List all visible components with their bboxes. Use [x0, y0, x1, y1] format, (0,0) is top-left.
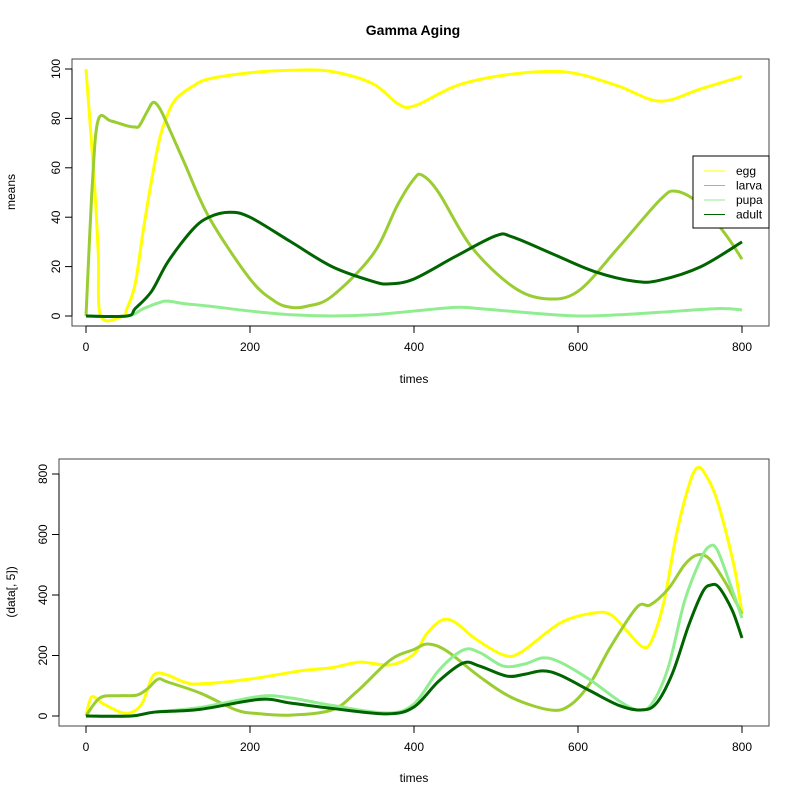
y-tick-label: 20: [49, 260, 63, 274]
chart-title: Gamma Aging: [366, 22, 460, 38]
y-tick-label: 0: [49, 312, 63, 319]
top-plot: 0 200 400 600 800 0 20 40 60 80 100: [49, 58, 770, 354]
x-tick-label: 600: [568, 740, 588, 754]
bottom-plot: 0 200 400 600 800 0 200 400 600 800: [36, 458, 770, 754]
x-tick-label: 200: [240, 740, 260, 754]
y-tick-label: 100: [49, 59, 63, 79]
y-tick-label: 200: [36, 645, 50, 665]
series-line-larva: [84, 100, 744, 317]
y-tick-label: 800: [36, 464, 50, 484]
x-tick-label: 600: [568, 340, 588, 354]
y-tick-label: 60: [49, 161, 63, 175]
x-tick-label: 0: [83, 340, 90, 354]
y-axis-label-top: means: [4, 174, 18, 210]
x-axis-label-top: times: [400, 372, 429, 386]
series-line-adult: [85, 210, 743, 319]
legend-label-larva: larva: [736, 179, 762, 193]
y-tick-label: 80: [49, 111, 63, 125]
x-tick-label: 200: [240, 340, 260, 354]
x-tick-label: 800: [732, 740, 752, 754]
y-axis-label-bottom: (data[, 5]): [4, 566, 18, 617]
y-tick-label: 0: [36, 712, 50, 719]
legend-label-pupa: pupa: [736, 193, 763, 207]
legend-label-adult: adult: [736, 208, 763, 222]
x-tick-label: 0: [83, 740, 90, 754]
x-tick-label: 400: [404, 740, 424, 754]
legend-box: [692, 155, 770, 229]
series-line-egg: [84, 465, 744, 717]
x-axis-label-bottom: times: [400, 771, 429, 785]
x-tick-label: 400: [404, 340, 424, 354]
y-tick-label: 40: [49, 210, 63, 224]
y-tick-label: 400: [36, 585, 50, 605]
y-tick-label: 600: [36, 524, 50, 544]
series-line-pupa: [85, 299, 743, 319]
series-line-adult: [85, 582, 744, 718]
series-line-larva: [84, 553, 744, 717]
series-line-pupa: [85, 543, 744, 718]
x-tick-label: 800: [732, 340, 752, 354]
legend-label-egg: egg: [736, 164, 756, 178]
